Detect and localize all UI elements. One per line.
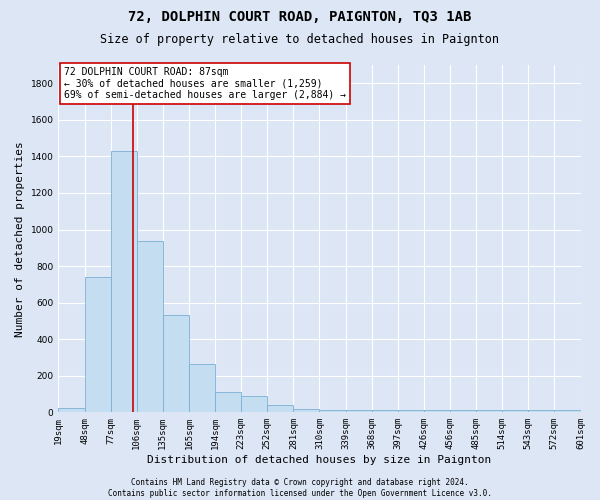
Text: Contains HM Land Registry data © Crown copyright and database right 2024.
Contai: Contains HM Land Registry data © Crown c… [108, 478, 492, 498]
Bar [137, 242, 163, 412]
Y-axis label: Number of detached properties: Number of detached properties [15, 141, 25, 336]
Bar [58, 408, 85, 412]
Bar [424, 410, 450, 412]
Text: Size of property relative to detached houses in Paignton: Size of property relative to detached ho… [101, 32, 499, 46]
Bar [241, 396, 267, 412]
Bar [215, 392, 241, 412]
Bar [502, 410, 528, 412]
Bar [528, 410, 554, 412]
Bar [554, 410, 581, 412]
Bar [371, 410, 398, 412]
X-axis label: Distribution of detached houses by size in Paignton: Distribution of detached houses by size … [148, 455, 491, 465]
Bar [476, 410, 502, 412]
Bar [110, 151, 137, 412]
Bar [163, 316, 189, 412]
Bar [319, 410, 346, 412]
Bar [189, 364, 215, 412]
Bar [346, 410, 371, 412]
Bar [293, 408, 319, 412]
Text: 72 DOLPHIN COURT ROAD: 87sqm
← 30% of detached houses are smaller (1,259)
69% of: 72 DOLPHIN COURT ROAD: 87sqm ← 30% of de… [64, 66, 346, 100]
Bar [267, 405, 293, 412]
Text: 72, DOLPHIN COURT ROAD, PAIGNTON, TQ3 1AB: 72, DOLPHIN COURT ROAD, PAIGNTON, TQ3 1A… [128, 10, 472, 24]
Bar [450, 410, 476, 412]
Bar [398, 410, 424, 412]
Bar [85, 277, 110, 412]
